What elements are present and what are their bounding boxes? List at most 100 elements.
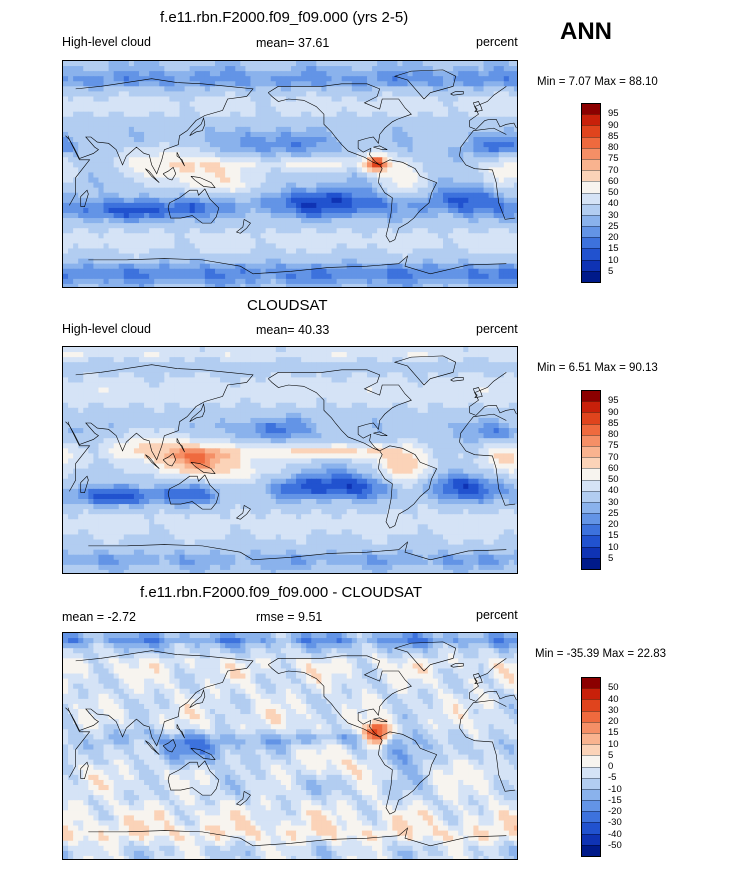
field-cell	[199, 283, 206, 287]
field-cell	[397, 253, 403, 260]
field-cell	[513, 177, 517, 184]
field-cell	[220, 362, 226, 368]
field-cell	[392, 81, 398, 87]
field-cell	[204, 147, 211, 153]
field-cell	[184, 258, 191, 265]
field-cell	[184, 357, 191, 363]
field-cell	[235, 91, 241, 97]
field-cell	[372, 71, 378, 77]
field-cell	[230, 362, 236, 368]
field-cell	[478, 213, 485, 219]
field-cell	[356, 213, 363, 219]
field-cell	[478, 263, 485, 270]
field-cell	[93, 91, 99, 97]
field-cell	[225, 116, 231, 123]
field-cell	[78, 182, 84, 189]
field-cell	[468, 357, 474, 363]
field-cell	[149, 278, 155, 285]
field-cell	[372, 106, 378, 113]
field-cell	[382, 228, 388, 234]
field-cell	[144, 283, 150, 287]
field-cell	[387, 202, 393, 209]
field-cell	[397, 101, 403, 108]
field-cell	[432, 273, 439, 280]
field-cell	[443, 71, 449, 77]
field-cell	[78, 106, 84, 113]
field-cell	[321, 273, 327, 280]
field-cell	[316, 253, 322, 260]
field-cell	[296, 213, 302, 219]
field-cell	[468, 377, 474, 383]
field-cell	[250, 362, 257, 368]
field-cell	[88, 283, 94, 287]
field-cell	[215, 162, 221, 168]
field-cell	[139, 228, 145, 234]
field-cell	[427, 111, 434, 118]
field-cell	[473, 377, 479, 383]
field-cell	[443, 372, 449, 378]
field-cell	[321, 131, 327, 138]
panel-1-mean-label: mean= 37.61	[256, 36, 330, 50]
field-cell	[392, 192, 398, 199]
field-cell	[265, 228, 272, 234]
colorbar-swatch	[582, 259, 600, 271]
field-cell	[503, 106, 510, 113]
field-cell	[301, 207, 307, 214]
field-cell	[179, 116, 186, 123]
field-cell	[483, 126, 490, 133]
field-cell	[164, 167, 170, 173]
field-cell	[78, 223, 84, 229]
field-cell	[154, 197, 160, 204]
field-cell	[133, 372, 140, 378]
field-cell	[422, 172, 429, 179]
field-cell	[387, 172, 393, 179]
field-cell	[113, 377, 120, 383]
field-cell	[443, 167, 449, 173]
field-cell	[377, 81, 383, 87]
field-cell	[473, 111, 479, 118]
field-cell	[473, 243, 479, 249]
field-cell	[260, 101, 267, 108]
field-cell	[270, 131, 277, 138]
field-cell	[275, 167, 282, 173]
field-cell	[361, 101, 368, 108]
field-cell	[230, 106, 236, 113]
field-cell	[235, 182, 241, 189]
field-cell	[164, 61, 170, 67]
field-cell	[483, 96, 490, 103]
field-cell	[346, 197, 353, 204]
field-cell	[356, 91, 363, 97]
field-cell	[346, 347, 353, 353]
field-cell	[316, 86, 322, 92]
field-cell	[225, 101, 231, 108]
field-cell	[204, 126, 211, 133]
field-cell	[123, 182, 130, 189]
field-cell	[453, 213, 459, 219]
field-cell	[199, 187, 206, 194]
field-cell	[250, 76, 257, 82]
field-cell	[189, 96, 196, 103]
field-cell	[377, 357, 383, 363]
field-cell	[372, 278, 378, 285]
field-cell	[508, 233, 515, 239]
field-cell	[118, 137, 125, 143]
field-cell	[204, 116, 211, 123]
field-cell	[397, 238, 403, 244]
field-cell	[412, 96, 419, 103]
field-cell	[331, 61, 338, 67]
field-cell	[88, 387, 94, 394]
field-cell	[437, 167, 444, 173]
field-cell	[422, 167, 429, 173]
field-cell	[498, 121, 505, 128]
field-cell	[255, 152, 262, 158]
field-cell	[240, 387, 246, 394]
field-cell	[483, 228, 490, 234]
field-cell	[387, 187, 393, 194]
field-cell	[346, 177, 353, 184]
field-cell	[88, 147, 94, 153]
field-cell	[245, 81, 251, 87]
field-cell	[154, 71, 160, 77]
field-cell	[402, 126, 409, 133]
field-cell	[306, 258, 312, 265]
field-cell	[326, 382, 333, 389]
